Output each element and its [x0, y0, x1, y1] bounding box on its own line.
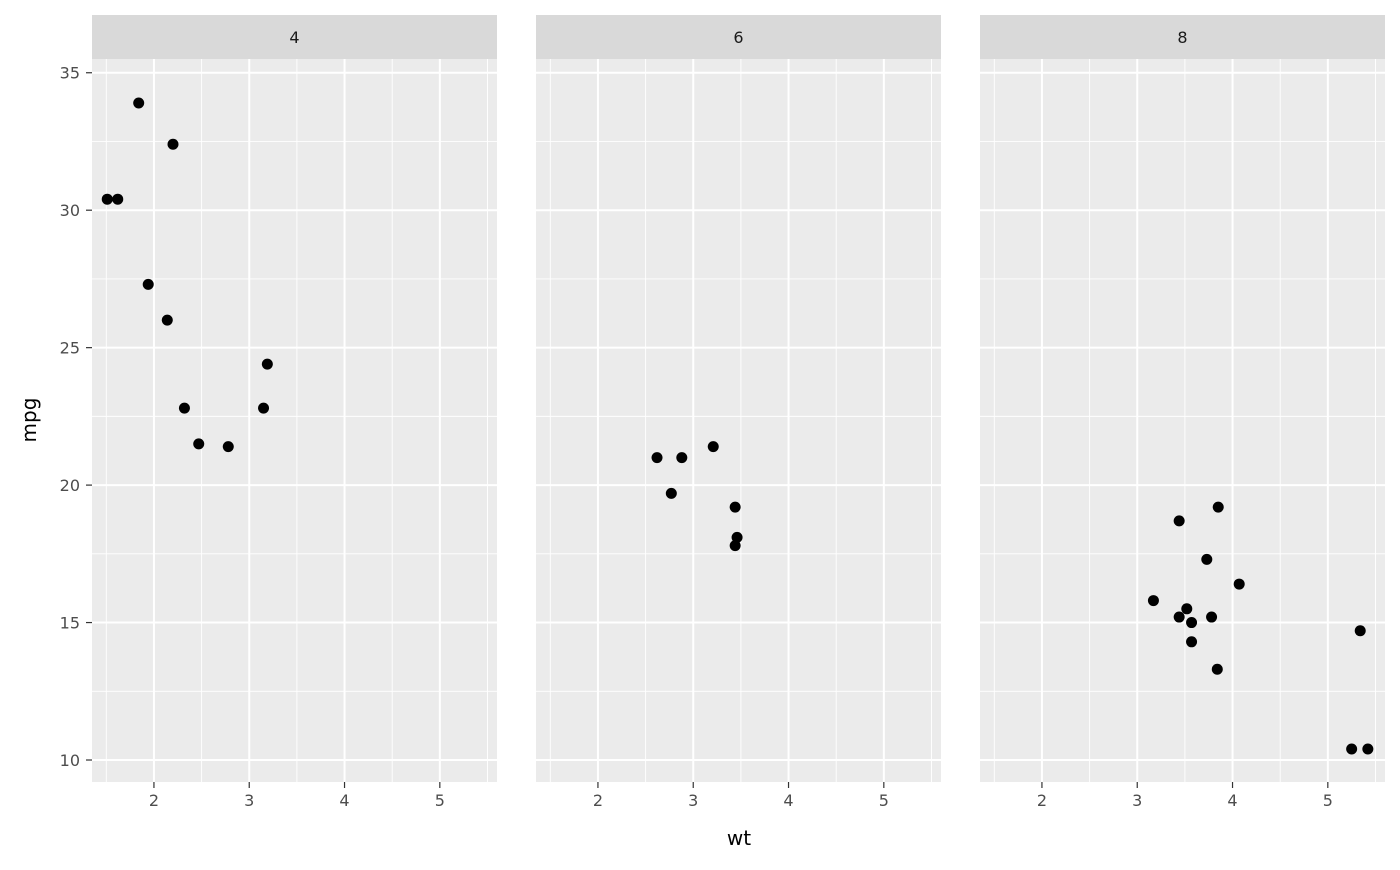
panel-background — [536, 59, 941, 782]
data-point — [142, 278, 154, 290]
data-point — [1233, 578, 1245, 590]
data-point — [112, 193, 124, 205]
data-point — [665, 487, 677, 499]
data-point — [729, 540, 741, 552]
data-point — [1147, 595, 1159, 607]
x-tick-label: 5 — [1323, 791, 1333, 810]
facet-strip — [92, 15, 497, 59]
data-point — [101, 193, 113, 205]
data-point — [178, 402, 190, 414]
facet-panel-4: 4 2 3 4 5 10 15 20 25 30 35 — [60, 15, 497, 810]
x-tick-label: 2 — [149, 791, 159, 810]
data-point — [1186, 617, 1198, 629]
y-axis-title: mpg — [17, 398, 41, 443]
x-axis-title: wt — [727, 826, 751, 850]
data-point — [1362, 743, 1374, 755]
data-point — [729, 501, 741, 513]
data-point — [258, 402, 270, 414]
x-tick-label: 4 — [339, 791, 349, 810]
data-point — [1173, 515, 1185, 527]
x-tick-label: 3 — [688, 791, 698, 810]
data-point — [1173, 611, 1185, 623]
data-point — [1206, 611, 1218, 623]
y-tick-label: 25 — [60, 339, 80, 358]
panel-background — [980, 59, 1385, 782]
y-tick-label: 20 — [60, 476, 80, 495]
data-point — [676, 452, 688, 464]
data-point — [261, 358, 273, 370]
facet-strip — [980, 15, 1385, 59]
data-point — [1211, 663, 1223, 675]
data-point — [731, 531, 743, 543]
data-point — [193, 438, 205, 450]
x-tick-label: 3 — [1132, 791, 1142, 810]
facet-panel-6: 6 2 3 4 5 — [536, 15, 941, 810]
x-tick-label: 4 — [1227, 791, 1237, 810]
facet-strip-label: 8 — [1177, 28, 1187, 47]
data-point — [651, 452, 663, 464]
data-point — [161, 314, 173, 326]
x-tick-label: 2 — [1037, 791, 1047, 810]
data-point — [222, 441, 234, 453]
data-point — [167, 138, 179, 150]
y-tick-label: 10 — [60, 751, 80, 770]
data-point — [1201, 553, 1213, 565]
data-point — [707, 441, 719, 453]
x-tick-label: 5 — [879, 791, 889, 810]
y-tick-label: 30 — [60, 201, 80, 220]
facet-strip-label: 4 — [289, 28, 299, 47]
facet-strip-label: 6 — [733, 28, 743, 47]
y-tick-label: 15 — [60, 614, 80, 633]
data-point — [1346, 743, 1358, 755]
data-point — [1354, 625, 1366, 637]
y-tick-label: 35 — [60, 64, 80, 83]
data-point — [1186, 636, 1198, 648]
x-tick-label: 5 — [435, 791, 445, 810]
data-point — [1212, 501, 1224, 513]
x-tick-label: 4 — [783, 791, 793, 810]
data-point — [133, 97, 145, 109]
x-tick-label: 2 — [593, 791, 603, 810]
facet-panel-8: 8 2 3 4 5 — [980, 15, 1385, 810]
data-point — [1181, 603, 1193, 615]
facet-strip — [536, 15, 941, 59]
panel-background — [92, 59, 497, 782]
x-tick-label: 3 — [244, 791, 254, 810]
